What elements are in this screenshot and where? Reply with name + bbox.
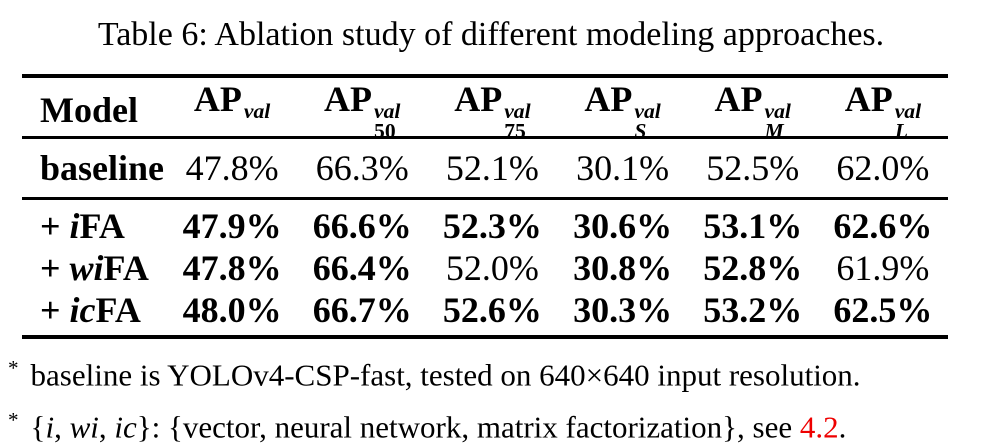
row-label: + icFA (40, 290, 141, 330)
header-cell-ap50: AP val 50 (297, 78, 427, 142)
metric-cell: 30.3% (573, 290, 673, 330)
row-label: + wiFA (40, 248, 149, 288)
footnote-1: * baseline is YOLOv4-CSP-fast, tested on … (8, 346, 982, 398)
footnote-2: * {i, wi, ic}: {vector, neural network, m… (8, 398, 982, 444)
footnote-marker: * (8, 356, 19, 380)
footnotes: * baseline is YOLOv4-CSP-fast, tested on … (8, 346, 982, 444)
header-ap-base: AP (584, 79, 633, 119)
header-ap-supsub: val 75 (504, 98, 531, 144)
header-ap-supsub: val S (634, 98, 661, 144)
table-row-wifa: + wiFA 47.8% 66.4% 52.0% 30.8% 52.8% 61.… (22, 247, 948, 289)
metric-cell: 52.8% (703, 248, 803, 288)
metric-cell: 66.6% (312, 206, 412, 246)
metric-cell: 66.4% (312, 248, 412, 288)
header-cell-ap75: AP val 75 (427, 78, 557, 142)
metric-cell: 48.0% (182, 290, 282, 330)
header-ap-supsub: val L (894, 98, 922, 144)
metric-cell: 52.0% (445, 248, 539, 288)
mid-rule-1 (22, 136, 948, 139)
header-ap-base: AP (714, 79, 763, 119)
top-rule (22, 74, 948, 78)
footnote-text: baseline is YOLOv4-CSP-fast, tested on 6… (30, 357, 861, 393)
metric-cell: 53.2% (703, 290, 803, 330)
metric-cell: 66.3% (315, 148, 409, 188)
header-row: Model AP val AP val 50 AP val 75 AP val S AP val… (22, 78, 948, 142)
metric-cell: 30.8% (573, 248, 673, 288)
mid-rule-2 (22, 197, 948, 200)
metric-cell: 47.8% (185, 148, 279, 188)
metric-cell: 53.1% (703, 206, 803, 246)
table-caption: Table 6: Ablation study of different mod… (97, 16, 885, 53)
results-table: Model AP val AP val 50 AP val 75 AP val S AP val… (22, 74, 948, 339)
table-row-baseline: baseline 47.8% 66.3% 52.1% 30.1% 52.5% 6… (22, 139, 948, 197)
header-cell-apL: AP val L (818, 78, 948, 142)
metric-cell: 47.9% (182, 206, 282, 246)
metric-cell: 47.8% (182, 248, 282, 288)
header-cell-apS: AP val S (558, 78, 688, 142)
header-cell-model: Model (40, 89, 138, 130)
footnote-marker: * (8, 407, 19, 432)
row-label: baseline (40, 148, 165, 188)
header-ap-base: AP (454, 79, 503, 119)
metric-cell: 61.9% (836, 248, 930, 288)
bottom-rule (22, 335, 948, 339)
metric-cell: 52.3% (442, 206, 542, 246)
metric-cell: 52.5% (706, 148, 800, 188)
metric-cell: 66.7% (312, 290, 412, 330)
header-ap-supsub: val M (764, 98, 791, 144)
table-row-icfa: + icFA 48.0% 66.7% 52.6% 30.3% 53.2% 62.… (22, 289, 948, 331)
metric-cell: 30.1% (576, 148, 670, 188)
header-ap-base: AP (193, 79, 242, 119)
header-ap-supsub: val (243, 98, 271, 123)
header-cell-apM: AP val M (688, 78, 818, 142)
table-row-ifa: + iFA 47.9% 66.6% 52.3% 30.6% 53.1% 62.6… (22, 205, 948, 247)
metric-cell: 62.0% (836, 148, 930, 188)
section-link[interactable]: 4.2 (799, 409, 839, 444)
metric-cell: 30.6% (573, 206, 673, 246)
ablation-rows-group: + iFA 47.9% 66.6% 52.3% 30.6% 53.1% 62.6… (22, 200, 948, 335)
header-ap-base: AP (844, 79, 893, 119)
metric-cell: 62.6% (833, 206, 933, 246)
metric-cell: 52.1% (445, 148, 539, 188)
metric-cell: 52.6% (442, 290, 542, 330)
header-cell-ap: AP val (167, 78, 297, 142)
header-ap-supsub: val 50 (374, 98, 401, 144)
header-ap-base: AP (324, 79, 373, 119)
metric-cell: 62.5% (833, 290, 933, 330)
row-label: + iFA (40, 206, 125, 246)
footnote-text: {i, wi, ic}: {vector, neural network, ma… (30, 409, 847, 444)
